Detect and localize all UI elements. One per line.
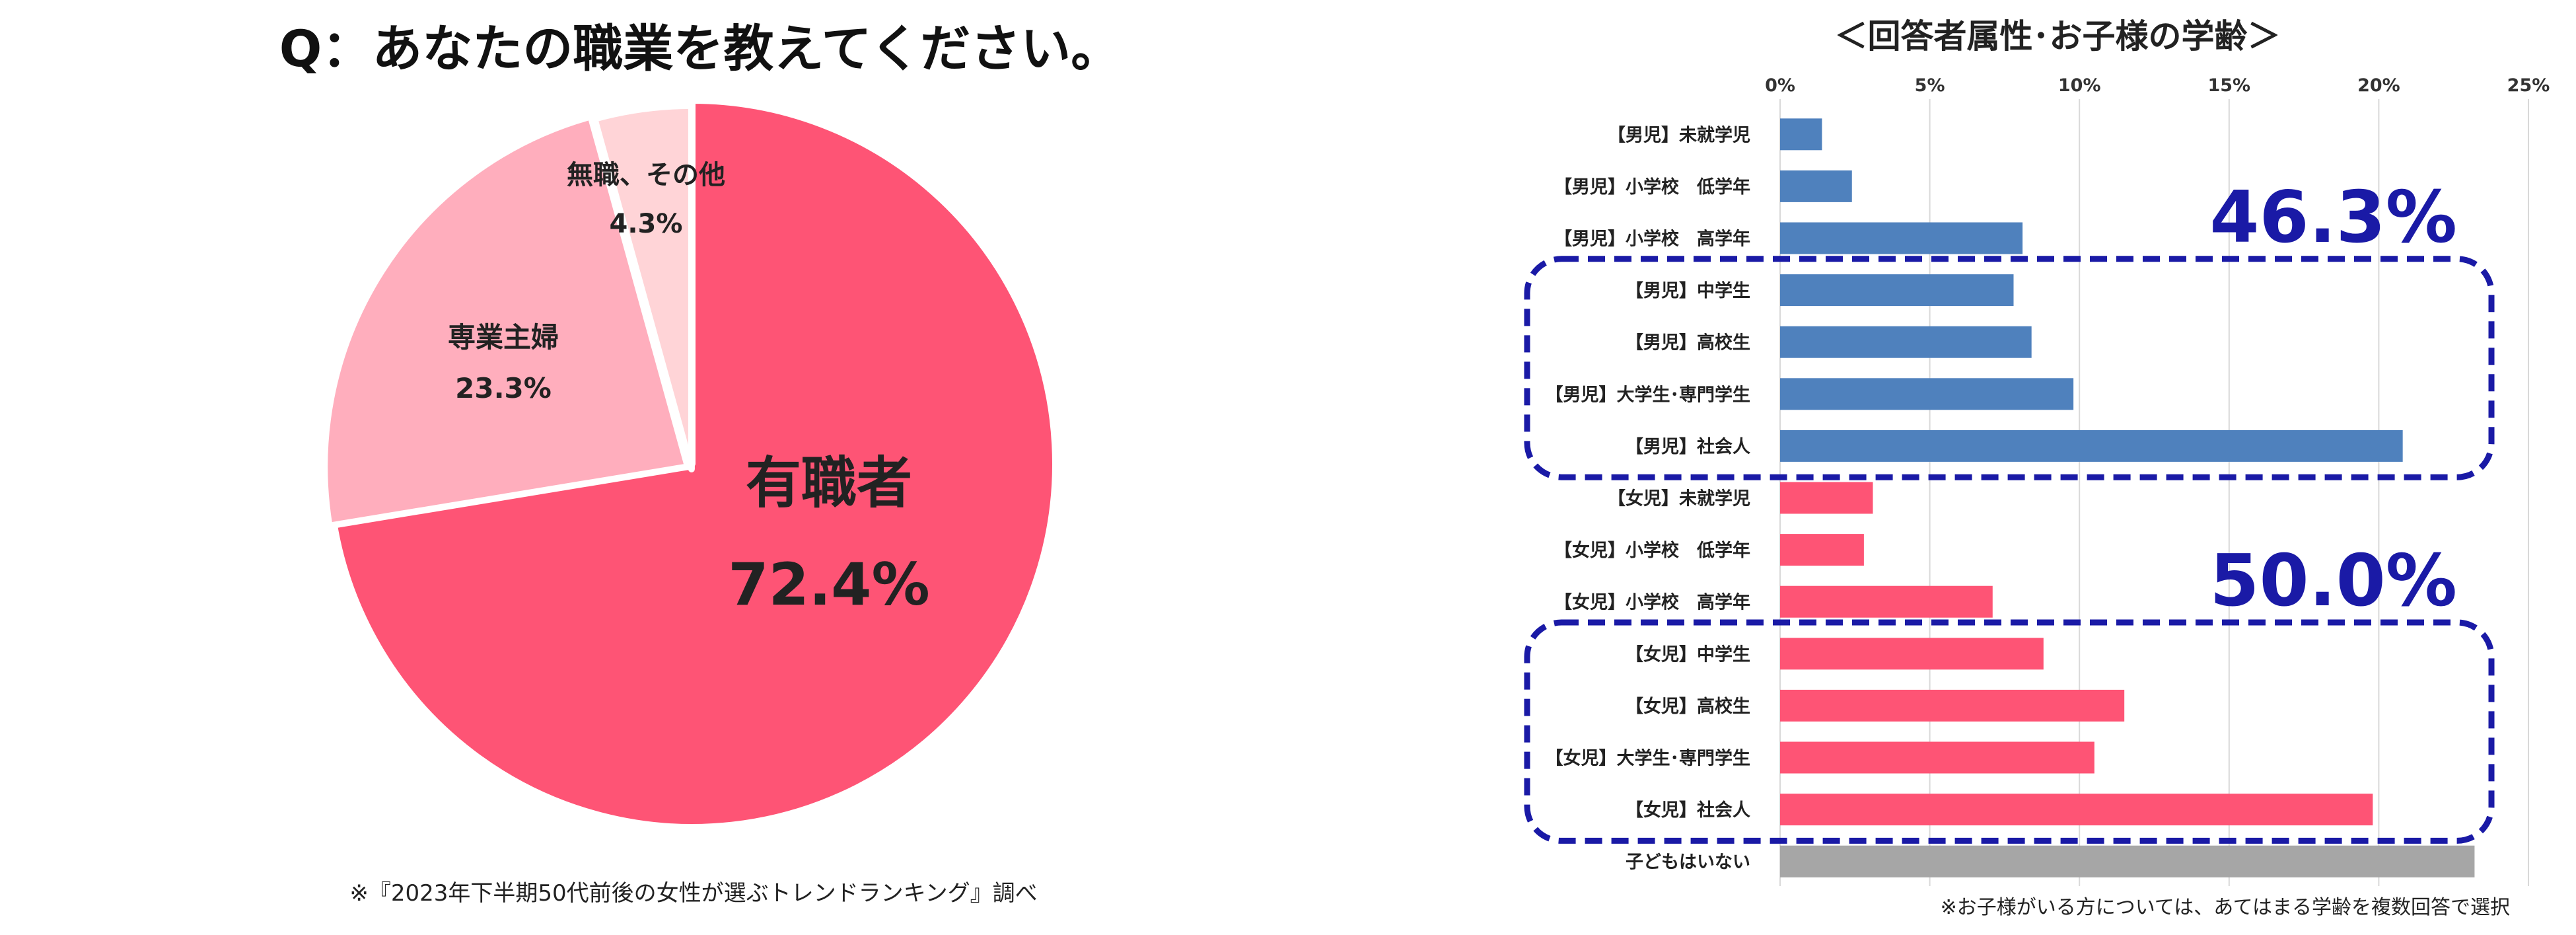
bar-x-tick-labels: 0% 5% 10% 15% 20% 25% — [1765, 75, 2550, 96]
pie-slice-label: 無職、その他 — [567, 160, 725, 190]
bar-title: ＜回答者属性･お子様の学齢＞ — [1835, 17, 2281, 56]
x-tick-label: 15% — [2207, 75, 2250, 96]
bar — [1780, 274, 2014, 307]
category-label: 【男児】小学校 高学年 — [1554, 229, 1750, 250]
bar-footnote: ※お子様がいる方については、あてはまる学齢を複数回答で選択 — [1941, 896, 2510, 919]
bar — [1780, 326, 2032, 358]
category-label: 【女児】大学生･専門学生 — [1546, 748, 1751, 769]
category-label: 子どもはいない — [1626, 852, 1750, 873]
bar — [1780, 534, 1864, 566]
bar — [1780, 794, 2373, 826]
category-label: 【女児】中学生 — [1626, 644, 1750, 665]
pie-labels: 有職者 72.4% 専業主婦 23.3% 無職、その他 4.3% — [448, 160, 930, 618]
bar-bars — [1780, 118, 2475, 878]
pie-slice — [321, 113, 692, 529]
bar — [1780, 741, 2094, 774]
category-label: 【男児】中学生 — [1626, 280, 1750, 301]
x-tick-label: 5% — [1915, 75, 1945, 96]
pie-slice — [591, 102, 695, 472]
bar — [1780, 378, 2074, 410]
pie-title: Q：あなたの職業を教えてください。 — [279, 19, 1122, 78]
group-outline — [1524, 256, 2495, 480]
category-label: 【女児】社会人 — [1626, 800, 1750, 821]
group-outline — [1524, 619, 2495, 844]
pie-slice-label: 専業主婦 — [448, 321, 559, 354]
bar — [1780, 585, 1993, 618]
pie-slice-value-label: 23.3% — [455, 372, 552, 404]
pie-slice-value-label: 4.3% — [610, 209, 683, 239]
category-label: 【女児】小学校 低学年 — [1554, 540, 1750, 561]
x-tick-label: 0% — [1765, 75, 1795, 96]
category-label: 【男児】小学校 低学年 — [1554, 176, 1750, 198]
group-percentage-label: 46.3% — [2209, 176, 2457, 259]
bar-chart: ＜回答者属性･お子様の学齢＞ 0% 5% 10% 15% 20% 25% 【男児】未就学児… — [1524, 17, 2550, 919]
pie-slices — [321, 97, 1059, 831]
category-label: 【女児】未就学児 — [1608, 488, 1750, 509]
category-label: 【男児】社会人 — [1626, 436, 1750, 457]
x-tick-label: 10% — [2058, 75, 2101, 96]
pie-slice-value-label: 72.4% — [728, 550, 929, 618]
pie-slice-label: 有職者 — [746, 451, 912, 515]
category-label: 【女児】小学校 高学年 — [1554, 592, 1750, 613]
bar — [1780, 118, 1822, 151]
bar — [1780, 430, 2403, 462]
bar — [1780, 222, 2023, 254]
x-tick-label: 20% — [2357, 75, 2400, 96]
bar — [1780, 689, 2125, 722]
category-label: 【男児】未就学児 — [1608, 124, 1750, 145]
group-percentage-label: 50.0% — [2209, 540, 2457, 622]
pie-chart-panel: Q：あなたの職業を教えてください。 有職者 72.4% 専業主婦 23.3% 無職、その… — [0, 0, 1288, 932]
bar-group-annotations: 46.3% 50.0% — [1524, 176, 2495, 844]
pie-chart: Q：あなたの職業を教えてください。 有職者 72.4% 専業主婦 23.3% 無職、その… — [279, 19, 1122, 907]
bar — [1780, 170, 1852, 202]
bar — [1780, 638, 2044, 670]
pie-footnote: ※『2023年下半期50代前後の女性が選ぶトレンドランキング』調べ — [349, 880, 1037, 907]
bar-category-labels: 【男児】未就学児【男児】小学校 低学年【男児】小学校 高学年【男児】中学生【男児… — [1546, 124, 1751, 872]
bar — [1780, 482, 1873, 514]
category-label: 【女児】高校生 — [1626, 696, 1750, 717]
bar — [1780, 845, 2475, 878]
x-tick-label: 25% — [2507, 75, 2550, 96]
category-label: 【男児】高校生 — [1626, 332, 1750, 354]
category-label: 【男児】大学生･専門学生 — [1546, 384, 1751, 405]
bar-chart-panel: ＜回答者属性･お子様の学齢＞ 0% 5% 10% 15% 20% 25% 【男児】未就学児… — [1288, 0, 2576, 932]
